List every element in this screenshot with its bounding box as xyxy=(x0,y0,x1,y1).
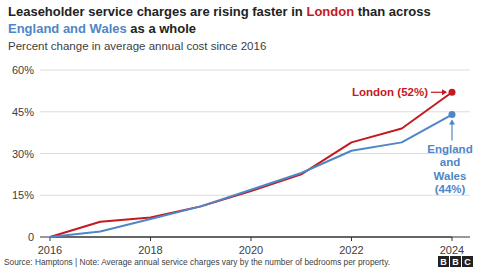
annotation: Englandand Wales(44%) xyxy=(427,143,472,196)
logo-letter: B xyxy=(452,257,459,267)
title-part: Leaseholder service charges are rising f… xyxy=(8,4,306,19)
plot-area xyxy=(50,89,456,237)
x-tick xyxy=(150,237,151,241)
title-series-name: London xyxy=(306,4,354,19)
y-tick-label: 45% xyxy=(12,106,34,118)
x-tick xyxy=(251,237,252,241)
source: Source: Hamptons | Note: Average annual … xyxy=(4,257,390,267)
y-gridline xyxy=(40,195,470,196)
x-tick-label: 2024 xyxy=(440,244,464,256)
annotation-line: (44%) xyxy=(435,183,466,195)
annotation-line: and xyxy=(440,156,460,168)
x-tick xyxy=(351,237,352,241)
annotation-line: England xyxy=(427,143,472,155)
logo: BBC xyxy=(438,256,473,267)
y-gridline xyxy=(40,70,470,71)
end-point xyxy=(449,111,456,118)
x-tick-label: 2016 xyxy=(38,244,62,256)
y-tick-label: 15% xyxy=(12,189,34,201)
end-point xyxy=(449,89,456,96)
title-part: as a whole xyxy=(127,21,196,36)
title-series-name: England and Wales xyxy=(8,21,127,36)
title: Leaseholder service charges are rising f… xyxy=(8,3,476,37)
x-tick-label: 2022 xyxy=(339,244,363,256)
logo-letter: C xyxy=(464,257,471,267)
title-part: than across xyxy=(354,4,431,19)
logo-block xyxy=(438,256,449,267)
annotation-arrowhead xyxy=(449,120,455,125)
x-tick xyxy=(452,237,453,241)
y-tick-label: 30% xyxy=(12,148,34,160)
annotation-line: Wales xyxy=(434,170,467,182)
y-baseline xyxy=(40,237,470,238)
annotation-arrowhead xyxy=(442,89,447,95)
x-tick-label: 2018 xyxy=(138,244,162,256)
chart: 0 15% 30% 45% 60% 2016 2018 2020 2022 2024 London … xyxy=(0,0,480,269)
y-tick-label: 60% xyxy=(12,64,34,76)
logo-letter: B xyxy=(440,257,447,267)
logo-block xyxy=(450,256,461,267)
y-gridline xyxy=(40,111,470,112)
annotation: London (52%) xyxy=(352,86,428,98)
y-gridline xyxy=(40,153,470,154)
y-tick-label: 0 xyxy=(28,231,34,243)
x-tick-label: 2020 xyxy=(239,244,263,256)
logo-block xyxy=(462,256,473,267)
series-line xyxy=(50,92,452,237)
subtitle: Percent change in average annual cost si… xyxy=(8,40,266,52)
series-line xyxy=(50,115,452,237)
